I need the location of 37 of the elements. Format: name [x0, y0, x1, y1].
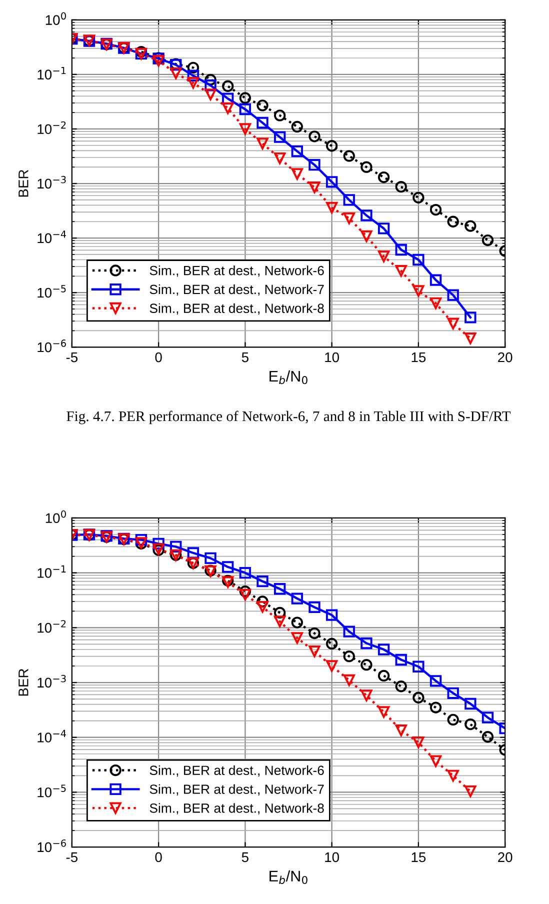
- x-tick-label: 20: [498, 352, 512, 362]
- y-tick-label: 10$^{−6}$: [38, 839, 66, 852]
- x-tick-label: 5: [242, 352, 248, 362]
- x-tick-label: 15: [412, 852, 426, 862]
- legend-label: Sim., BER at dest., Network-6: [150, 266, 324, 277]
- x-tick-label: 10: [325, 852, 339, 862]
- x-axis-title: E$_{b}$/N$_{0}$: [270, 870, 308, 884]
- x-axis-title: E$_{b}$/N$_{0}$: [270, 370, 308, 384]
- y-tick-label: 10$^{−1}$: [38, 66, 66, 80]
- y-tick-label: 10$^{−3}$: [38, 674, 66, 688]
- legend-label: Sim., BER at dest., Network-6: [150, 765, 324, 777]
- x-tick-label: 5: [242, 852, 248, 862]
- x-tick-label: -5: [66, 852, 78, 862]
- y-axis-title: BER: [18, 668, 28, 696]
- x-tick-label: 0: [155, 852, 162, 862]
- y-tick-label: 10$^{−2}$: [38, 620, 66, 633]
- x-tick-label: 15: [412, 352, 426, 362]
- y-tick-label: 10$^{−5}$: [38, 784, 66, 798]
- y-tick-label: 10$^{−2}$: [38, 121, 66, 134]
- y-tick-label: 10$^{−4}$: [38, 730, 66, 742]
- y-tick-label: 10$^{0}$: [46, 510, 66, 524]
- y-tick-label: 10$^{−5}$: [38, 285, 66, 298]
- y-tick-label: 10$^{0}$: [46, 12, 66, 25]
- caption: Fig. 4.7. PER performance of Network-6, 7 and 8 in Table III with S-DF/RT: [66, 410, 511, 424]
- legend-label: Sim., BER at dest., Network-7: [150, 784, 324, 796]
- y-tick-label: 10$^{−3}$: [38, 176, 66, 189]
- legend-label: Sim., BER at dest., Network-8: [150, 303, 324, 315]
- x-tick-label: 20: [498, 852, 512, 862]
- y-tick-label: 10$^{−1}$: [38, 565, 66, 578]
- y-tick-label: 10$^{−4}$: [38, 230, 66, 244]
- y-axis-title: BER: [18, 170, 28, 197]
- legend-label: Sim., BER at dest., Network-7: [150, 284, 324, 296]
- x-tick-label: -5: [66, 352, 78, 362]
- y-tick-label: 10$^{−6}$: [38, 340, 66, 352]
- x-tick-label: 0: [155, 352, 162, 362]
- x-tick-label: 10: [325, 352, 339, 362]
- legend-label: Sim., BER at dest., Network-8: [150, 803, 324, 814]
